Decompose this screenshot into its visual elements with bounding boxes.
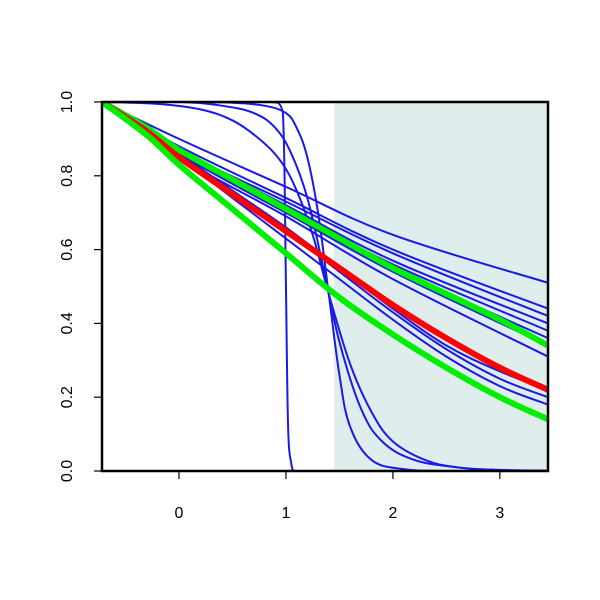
y-tick-label: 0.0 (59, 460, 76, 482)
series-line-0 (102, 102, 548, 284)
highlight-series-line-16 (102, 102, 548, 393)
x-tick-label: 0 (175, 505, 184, 522)
highlight-series-line-15 (102, 102, 548, 349)
x-tick-label: 1 (282, 505, 291, 522)
series-line-14 (102, 102, 548, 471)
y-tick-label: 1.0 (59, 91, 76, 113)
highlight-series-line-17 (102, 102, 548, 423)
axes: 0 1 2 3 0.0 0.2 0.4 0.6 0.8 1.0 (59, 91, 550, 522)
plot-area (102, 102, 548, 471)
y-tick-label: 0.2 (59, 386, 76, 408)
x-tick-label: 2 (388, 505, 397, 522)
y-tick-label: 0.6 (59, 238, 76, 260)
series-line-12 (102, 102, 548, 471)
x-tick-label: 3 (495, 505, 504, 522)
plot-frame (100, 100, 550, 473)
y-tick-label: 0.8 (59, 165, 76, 187)
y-tick-label: 0.4 (59, 312, 76, 334)
